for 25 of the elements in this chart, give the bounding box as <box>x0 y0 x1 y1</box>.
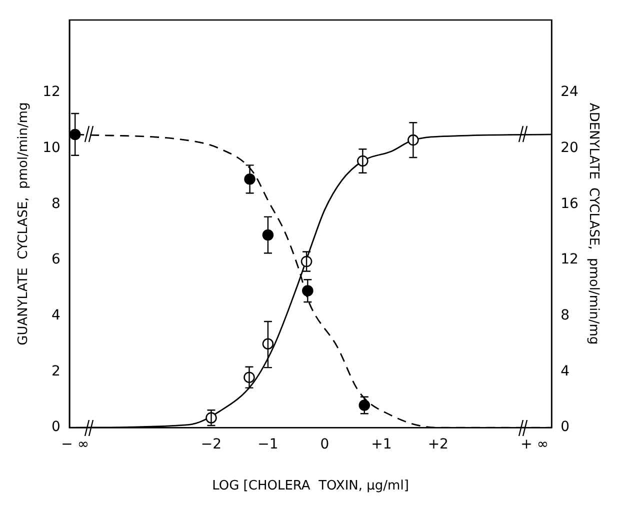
y-tick-label: 2 <box>51 363 60 380</box>
x-tick-label: +1 <box>371 436 392 453</box>
y-axis-title: GUANYLATE CYCLASE, pmol/min/mg <box>16 102 32 346</box>
y2-tick-label: 20 <box>560 140 578 156</box>
y-tick-label: 6 <box>51 252 60 268</box>
y2-tick-label: 0 <box>560 419 570 436</box>
y-tick-label: 8 <box>51 196 60 212</box>
y2-tick-label: 12 <box>560 252 578 268</box>
y-tick-label: 0 <box>51 419 60 436</box>
y2-axis-title: ADENYLATE CYCLASE, pmol/min/mg <box>586 102 601 345</box>
point <box>358 400 370 411</box>
y2-tick-label: 4 <box>560 363 570 380</box>
y-tick-label: 4 <box>51 308 60 324</box>
y2-tick-label: 8 <box>560 308 570 324</box>
x-axis-title: LOG [CHOLERA TOXIN, μg/ml] <box>212 478 409 494</box>
y2-tick-label: 24 <box>560 84 578 100</box>
y2-tick-label: 16 <box>560 196 578 212</box>
y-tick-label: 12 <box>42 84 60 100</box>
x-tick-label: − ∞ <box>61 436 90 453</box>
x-tick-label: −1 <box>258 436 278 453</box>
y-tick-label: 10 <box>42 140 60 156</box>
x-tick-label: 0 <box>320 436 330 453</box>
x-tick-label: −2 <box>200 436 222 453</box>
x-tick-label: + ∞ <box>520 436 548 453</box>
x-tick-label: +2 <box>428 436 448 453</box>
